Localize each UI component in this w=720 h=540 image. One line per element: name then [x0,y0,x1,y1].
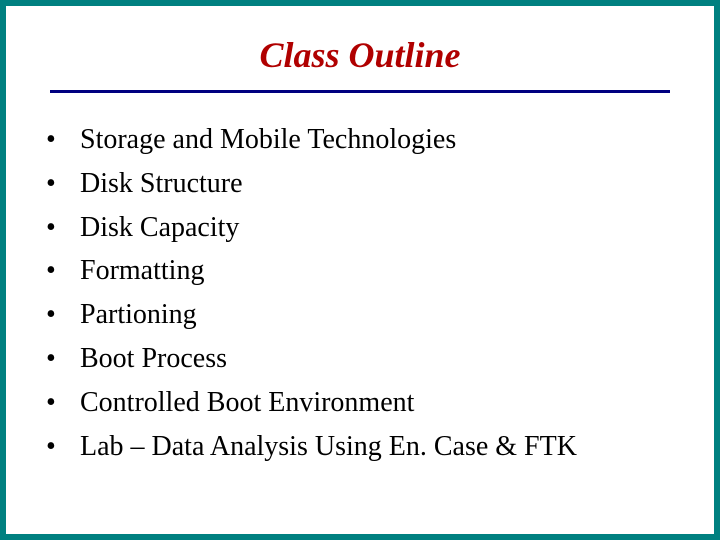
bullet-icon: • [46,253,80,289]
slide-frame: Class Outline • Storage and Mobile Techn… [0,0,720,540]
list-item: • Controlled Boot Environment [46,384,674,422]
bullet-text: Disk Capacity [80,209,239,247]
bullet-text: Formatting [80,252,204,290]
bullet-icon: • [46,341,80,377]
bullet-text: Lab – Data Analysis Using En. Case & FTK [80,428,577,466]
list-item: • Boot Process [46,340,674,378]
bullet-icon: • [46,210,80,246]
bullet-icon: • [46,122,80,158]
bullet-icon: • [46,297,80,333]
bullet-text: Controlled Boot Environment [80,384,414,422]
list-item: • Storage and Mobile Technologies [46,121,674,159]
bullet-text: Boot Process [80,340,227,378]
bullet-text: Disk Structure [80,165,243,203]
bullet-list: • Storage and Mobile Technologies • Disk… [46,121,674,465]
bullet-text: Storage and Mobile Technologies [80,121,456,159]
bullet-icon: • [46,166,80,202]
bullet-icon: • [46,429,80,465]
bullet-text: Partioning [80,296,197,334]
slide-title: Class Outline [46,34,674,76]
list-item: • Partioning [46,296,674,334]
list-item: • Formatting [46,252,674,290]
list-item: • Disk Structure [46,165,674,203]
list-item: • Lab – Data Analysis Using En. Case & F… [46,428,674,466]
bullet-icon: • [46,385,80,421]
list-item: • Disk Capacity [46,209,674,247]
title-underline [50,90,670,93]
